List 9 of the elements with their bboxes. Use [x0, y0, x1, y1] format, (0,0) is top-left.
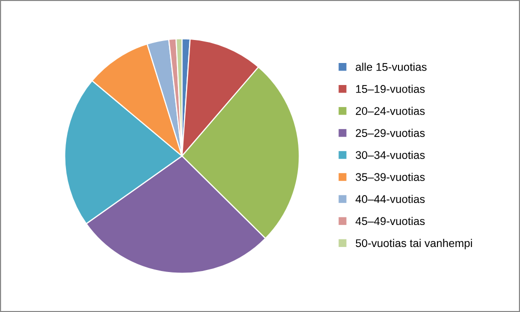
legend-label: 40–44-vuotias	[356, 194, 425, 204]
legend-label: 25–29-vuotias	[356, 128, 425, 137]
legend-label: 50-vuotias tai vanhempi	[356, 238, 472, 250]
legend-label: alle 15-vuotias	[356, 62, 427, 71]
legend-label: 15–19-vuotias	[356, 84, 425, 93]
legend-label: 20–24-vuotias	[356, 106, 425, 115]
legend-label: 45–49-vuotias	[356, 216, 425, 226]
legend-label: 30–34-vuotias	[356, 150, 425, 159]
legend-label: 35–39-vuotias	[356, 172, 425, 182]
